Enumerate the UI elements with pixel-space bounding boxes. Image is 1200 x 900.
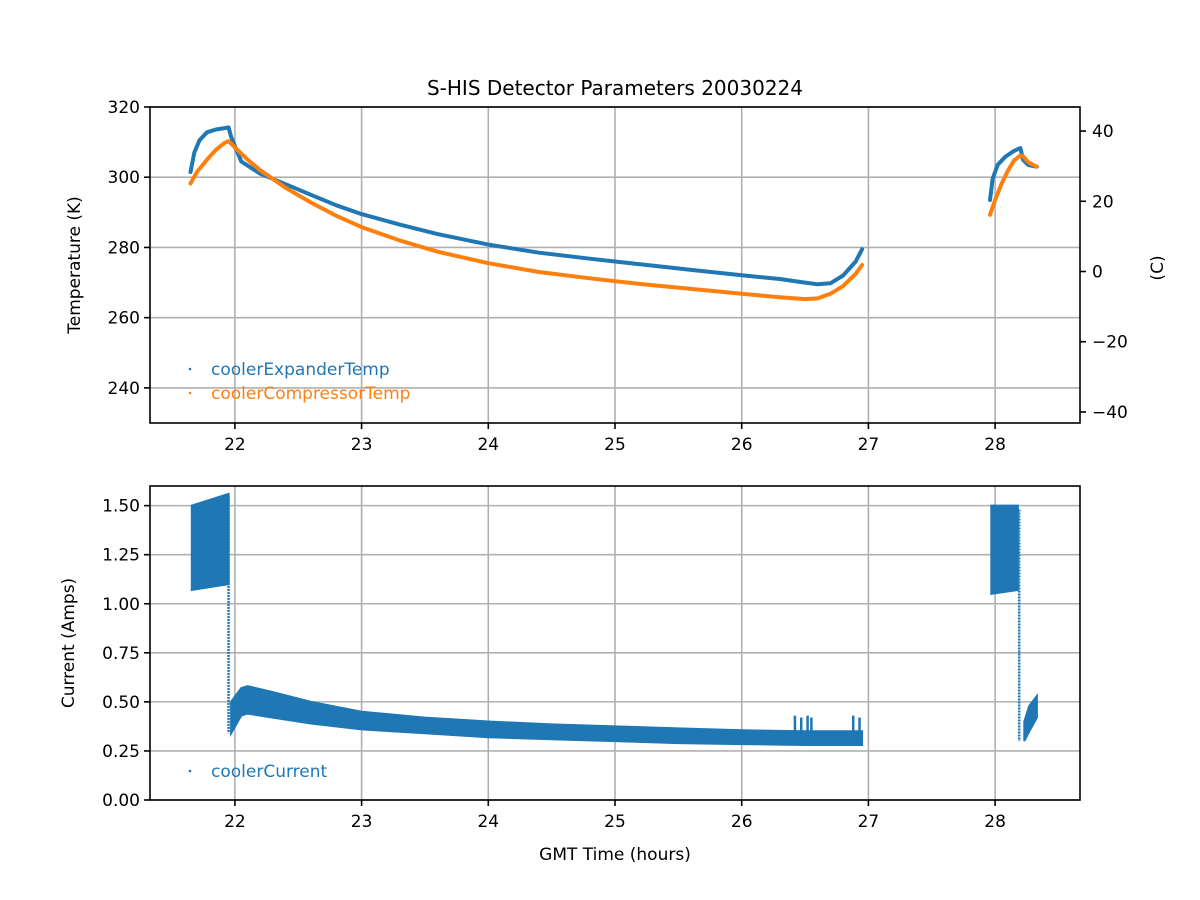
current-x-tick-label: 26 [731, 812, 753, 832]
legend-label-current: coolerCurrent [211, 762, 328, 782]
temperature-x-tick-label: 22 [224, 435, 246, 455]
celsius-y-axis-label: (C) [1148, 255, 1168, 280]
celsius-y-tick-label: −40 [1092, 403, 1128, 423]
temperature-y-tick-label: 260 [108, 309, 140, 329]
x-axis-label: GMT Time (hours) [539, 845, 691, 865]
legend-marker-current [188, 769, 192, 773]
legend-marker-compressor [188, 391, 192, 395]
celsius-y-tick-label: −20 [1092, 333, 1128, 353]
series-coolerExpanderTemp-segment-0 [188, 125, 865, 287]
current-band-0 [190, 492, 230, 592]
current-y-tick-label: 0.00 [102, 791, 140, 811]
temperature-x-ticks: 22 23 24 25 26 27 28 [224, 423, 1006, 455]
current-x-ticks: 22 23 24 25 26 27 28 [224, 800, 1006, 832]
current-y-tick-label: 1.50 [102, 497, 140, 517]
current-y-axis-label: Current (Amps) [59, 578, 79, 708]
current-y-tick-label: 1.25 [102, 546, 140, 566]
series-coolerCompressorTemp-segment-0 [188, 139, 865, 302]
temperature-y-ticks: 240 260 280 300 320 [108, 98, 150, 399]
current-y-tick-label: 0.75 [102, 644, 140, 664]
legend-label-expander: coolerExpanderTemp [211, 360, 390, 380]
current-y-ticks: 0.00 0.25 0.50 0.75 1.00 1.25 1.50 [102, 497, 150, 811]
temperature-y-tick-label: 320 [108, 98, 140, 118]
temperature-y-tick-label: 280 [108, 238, 140, 258]
current-x-tick-label: 27 [858, 812, 880, 832]
temperature-x-tick-label: 26 [731, 435, 753, 455]
celsius-y-ticks: −40 −20 0 20 40 [1080, 122, 1128, 423]
temperature-y-tick-label: 240 [108, 379, 140, 399]
series-coolerCompressorTemp-segment-1 [988, 153, 1039, 217]
temperature-x-tick-label: 25 [604, 435, 626, 455]
current-x-tick-label: 24 [477, 812, 499, 832]
temperature-x-tick-label: 24 [477, 435, 499, 455]
current-legend: coolerCurrent [188, 762, 328, 782]
current-y-tick-label: 0.25 [102, 742, 140, 762]
temperature-legend: coolerExpanderTemp coolerCompressorTemp [188, 360, 410, 404]
current-band-1 [230, 685, 864, 746]
chart-title: S-HIS Detector Parameters 20030224 [427, 76, 803, 100]
current-y-tick-label: 0.50 [102, 693, 140, 713]
celsius-y-tick-label: 40 [1092, 122, 1114, 142]
celsius-y-tick-label: 0 [1092, 262, 1103, 282]
temperature-axes: 22 23 24 25 26 27 28 240 260 280 300 320 −40 −20 0 20… [65, 98, 1168, 455]
temperature-y-axis-label: Temperature (K) [65, 196, 85, 335]
current-x-tick-label: 22 [224, 812, 246, 832]
current-x-tick-label: 25 [604, 812, 626, 832]
temperature-series [188, 125, 1039, 302]
temperature-x-tick-label: 28 [984, 435, 1006, 455]
current-x-tick-label: 28 [984, 812, 1006, 832]
current-y-tick-label: 1.00 [102, 595, 140, 615]
temperature-y-tick-label: 300 [108, 168, 140, 188]
current-axes: 22 23 24 25 26 27 28 0.00 0.25 0.50 0.75 1.00 1.25 1… [59, 485, 1081, 865]
current-band-3 [1023, 693, 1038, 742]
temperature-x-tick-label: 27 [858, 435, 880, 455]
legend-label-compressor: coolerCompressorTemp [211, 384, 410, 404]
temperature-x-tick-label: 23 [351, 435, 373, 455]
current-series [190, 492, 1038, 746]
current-band-2 [990, 504, 1019, 596]
current-x-tick-label: 23 [351, 812, 373, 832]
celsius-y-tick-label: 20 [1092, 192, 1114, 212]
legend-marker-expander [188, 367, 192, 371]
